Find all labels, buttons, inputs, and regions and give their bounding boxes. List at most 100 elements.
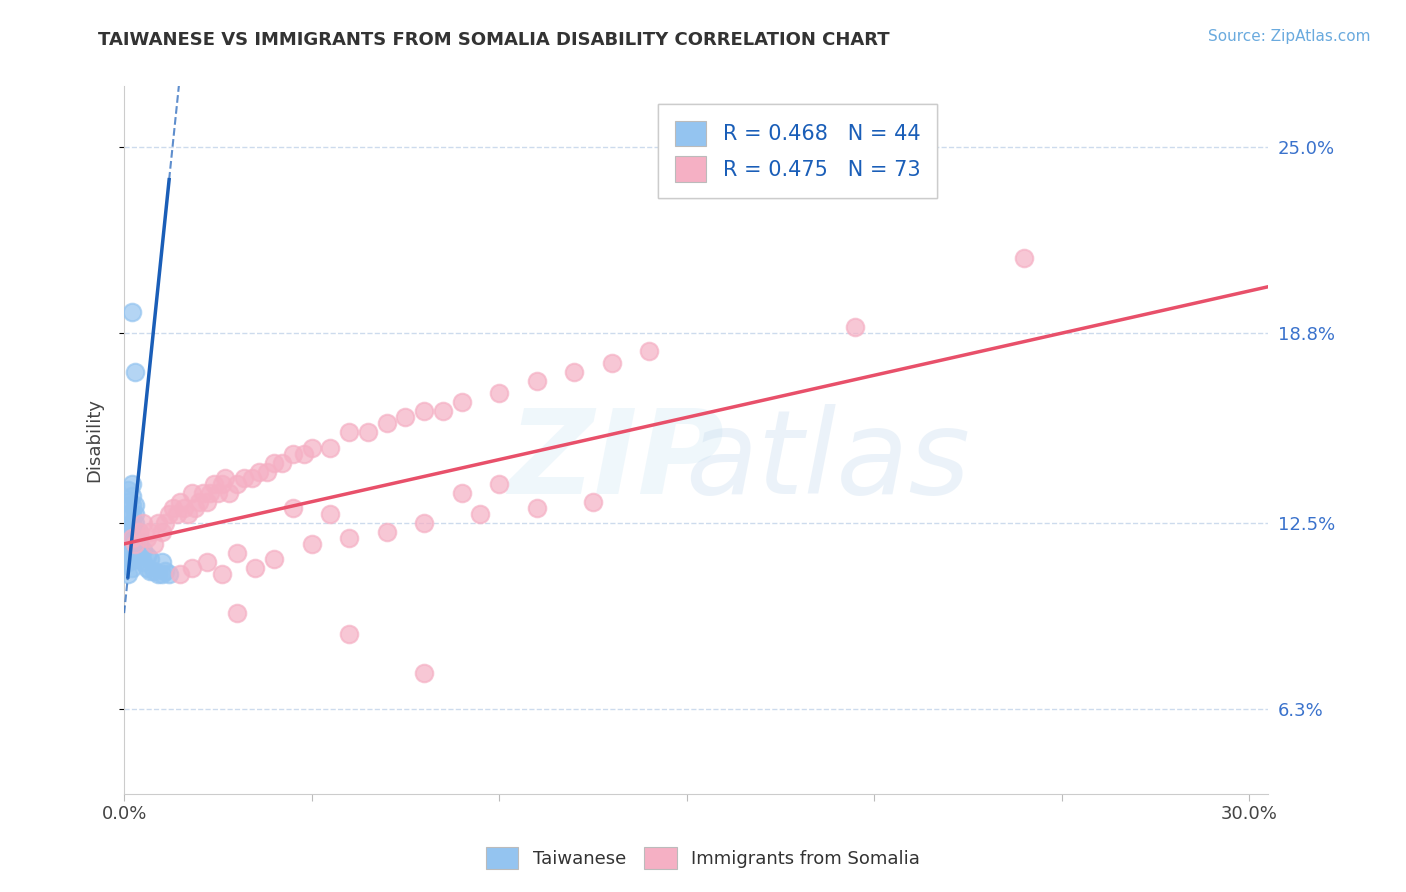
Point	[117, 494, 139, 508]
Point	[121, 561, 143, 575]
Y-axis label: Disability: Disability	[86, 398, 103, 482]
Point	[124, 524, 146, 539]
Point	[225, 606, 247, 620]
Point	[121, 476, 143, 491]
Point	[188, 494, 211, 508]
Point	[337, 531, 360, 545]
Point	[214, 470, 236, 484]
Point	[202, 476, 225, 491]
Point	[180, 561, 202, 575]
Point	[200, 485, 222, 500]
Text: ZIP: ZIP	[508, 404, 724, 519]
Point	[247, 465, 270, 479]
Point	[132, 516, 155, 530]
Point	[245, 561, 267, 575]
Point	[155, 516, 177, 530]
Point	[150, 555, 173, 569]
Point	[128, 524, 150, 539]
Point	[124, 542, 146, 557]
Point	[124, 498, 146, 512]
Point	[218, 485, 240, 500]
Point	[135, 549, 157, 563]
Point	[195, 494, 218, 508]
Point	[488, 386, 510, 401]
Point	[117, 531, 139, 545]
Legend: R = 0.468   N = 44, R = 0.475   N = 73: R = 0.468 N = 44, R = 0.475 N = 73	[658, 103, 938, 198]
Point	[207, 485, 229, 500]
Point	[488, 476, 510, 491]
Point	[124, 507, 146, 521]
Point	[173, 500, 195, 515]
Point	[143, 537, 166, 551]
Point	[143, 564, 166, 578]
Point	[166, 507, 188, 521]
Point	[121, 542, 143, 557]
Point	[169, 494, 191, 508]
Point	[337, 425, 360, 440]
Point	[169, 566, 191, 581]
Point	[139, 552, 162, 566]
Point	[240, 470, 263, 484]
Point	[121, 531, 143, 545]
Point	[157, 566, 180, 581]
Point	[139, 564, 162, 578]
Point	[162, 500, 184, 515]
Point	[413, 666, 436, 681]
Point	[132, 542, 155, 557]
Point	[121, 533, 143, 548]
Point	[124, 552, 146, 566]
Point	[132, 555, 155, 569]
Point	[844, 320, 866, 334]
Point	[211, 476, 233, 491]
Point	[319, 507, 342, 521]
Point	[177, 507, 200, 521]
Point	[337, 627, 360, 641]
Point	[121, 498, 143, 512]
Point	[526, 374, 548, 388]
Point	[121, 516, 143, 530]
Point	[117, 555, 139, 569]
Point	[413, 404, 436, 418]
Point	[375, 524, 398, 539]
Point	[301, 537, 323, 551]
Point	[225, 546, 247, 560]
Point	[146, 516, 169, 530]
Point	[191, 485, 214, 500]
Point	[263, 552, 285, 566]
Point	[394, 410, 416, 425]
Point	[450, 485, 472, 500]
Point	[211, 566, 233, 581]
Point	[124, 516, 146, 530]
Point	[292, 446, 315, 460]
Point	[413, 516, 436, 530]
Point	[225, 476, 247, 491]
Point	[150, 566, 173, 581]
Point	[638, 344, 661, 359]
Point	[526, 500, 548, 515]
Text: TAIWANESE VS IMMIGRANTS FROM SOMALIA DISABILITY CORRELATION CHART: TAIWANESE VS IMMIGRANTS FROM SOMALIA DIS…	[98, 31, 890, 49]
Point	[117, 483, 139, 497]
Point	[270, 456, 292, 470]
Point	[184, 500, 207, 515]
Point	[319, 441, 342, 455]
Point	[450, 395, 472, 409]
Point	[121, 524, 143, 539]
Point	[600, 356, 623, 370]
Point	[263, 456, 285, 470]
Point	[117, 546, 139, 560]
Point	[121, 552, 143, 566]
Point	[157, 507, 180, 521]
Point	[128, 537, 150, 551]
Point	[233, 470, 256, 484]
Point	[117, 507, 139, 521]
Point	[117, 524, 139, 539]
Point	[582, 494, 605, 508]
Point	[1012, 251, 1035, 265]
Point	[195, 555, 218, 569]
Point	[150, 524, 173, 539]
Point	[180, 485, 202, 500]
Point	[124, 537, 146, 551]
Point	[135, 531, 157, 545]
Point	[432, 404, 454, 418]
Point	[117, 518, 139, 533]
